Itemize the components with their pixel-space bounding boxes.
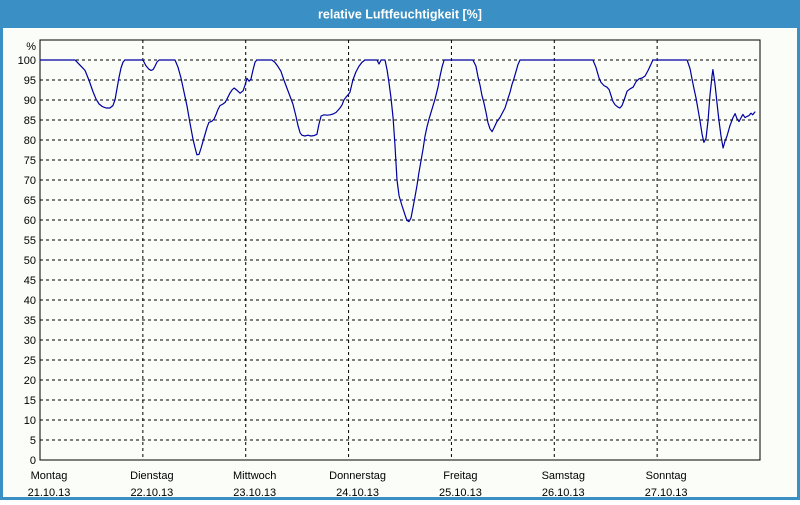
y-axis-unit-label: % (26, 41, 36, 53)
y-axis-tick-label: 85 (24, 115, 36, 127)
y-axis-tick-label: 0 (30, 455, 36, 467)
y-axis-tick-label: 5 (30, 435, 36, 447)
y-axis-tick-label: 40 (24, 295, 36, 307)
y-axis-tick-label: 15 (24, 395, 36, 407)
y-axis-tick-label: 80 (24, 135, 36, 147)
x-axis-day-date: 21.10.13 (28, 487, 71, 499)
y-axis-tick-label: 60 (24, 215, 36, 227)
x-axis-day-name: Mittwoch (233, 470, 276, 482)
y-axis-tick-label: 95 (24, 75, 36, 87)
y-axis-tick-label: 50 (24, 255, 36, 267)
y-axis-tick-label: 70 (24, 175, 36, 187)
x-axis-day-name: Freitag (443, 470, 477, 482)
humidity-line (39, 59, 756, 223)
x-axis-day-date: 25.10.13 (439, 487, 482, 499)
window-title: relative Luftfeuchtigkeit [%] (318, 8, 482, 22)
y-axis-tick-label: 55 (24, 235, 36, 247)
x-axis-day-name: Samstag (542, 470, 585, 482)
x-axis-day-date: 27.10.13 (645, 487, 688, 499)
y-axis-tick-label: 100 (18, 55, 36, 67)
title-bar (0, 0, 800, 28)
x-axis-day-date: 23.10.13 (233, 487, 276, 499)
y-axis-tick-label: 10 (24, 415, 36, 427)
y-axis-tick-label: 75 (24, 155, 36, 167)
y-axis-tick-label: 35 (24, 315, 36, 327)
y-axis-tick-label: 25 (24, 355, 36, 367)
x-axis-day-date: 26.10.13 (542, 487, 585, 499)
x-axis-day-name: Dienstag (130, 470, 173, 482)
x-axis-day-name: Donnerstag (329, 470, 386, 482)
x-axis-day-date: 22.10.13 (130, 487, 173, 499)
plot-frame (39, 39, 761, 461)
x-axis-day-name: Sonntag (646, 470, 687, 482)
y-axis-tick-label: 30 (24, 335, 36, 347)
x-axis-day-date: 24.10.13 (336, 487, 379, 499)
y-axis-tick-label: 90 (24, 95, 36, 107)
x-axis-day-name: Montag (31, 470, 68, 482)
y-axis-tick-label: 45 (24, 275, 36, 287)
plot-area: 0 5 10 15 20 25 30 35 40 45 50 55 60 65 70 75 80 85 90 95 10… (18, 39, 761, 499)
y-axis-tick-label: 65 (24, 195, 36, 207)
y-axis-tick-label: 20 (24, 375, 36, 387)
